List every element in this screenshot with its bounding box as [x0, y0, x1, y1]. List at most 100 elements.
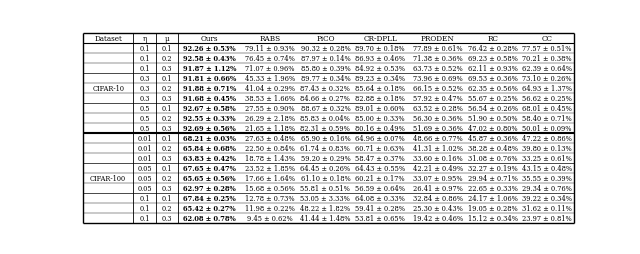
- Text: 45.87 ± 0.36%: 45.87 ± 0.36%: [468, 134, 518, 142]
- Text: 65.84 ± 0.68%: 65.84 ± 0.68%: [183, 144, 236, 152]
- Text: 64.43 ± 0.55%: 64.43 ± 0.55%: [355, 164, 405, 172]
- Text: 0.3: 0.3: [162, 214, 172, 222]
- Text: 51.69 ± 0.36%: 51.69 ± 0.36%: [413, 124, 463, 132]
- Text: 92.58 ± 0.43%: 92.58 ± 0.43%: [183, 55, 236, 63]
- Text: 0.2: 0.2: [162, 144, 172, 152]
- Text: 29.34 ± 0.76%: 29.34 ± 0.76%: [522, 184, 572, 192]
- Text: 89.23 ± 0.34%: 89.23 ± 0.34%: [355, 75, 405, 83]
- Text: 55.81 ± 0.51%: 55.81 ± 0.51%: [300, 184, 350, 192]
- Text: 67.65 ± 0.47%: 67.65 ± 0.47%: [183, 164, 236, 172]
- Text: 56.30 ± 0.36%: 56.30 ± 0.36%: [413, 115, 463, 122]
- Text: 62.97 ± 0.28%: 62.97 ± 0.28%: [183, 184, 236, 192]
- Text: 39.22 ± 0.34%: 39.22 ± 0.34%: [522, 194, 572, 202]
- Text: 51.90 ± 0.50%: 51.90 ± 0.50%: [468, 115, 518, 122]
- Text: 56.54 ± 0.26%: 56.54 ± 0.26%: [468, 105, 518, 113]
- Text: 82.88 ± 0.18%: 82.88 ± 0.18%: [355, 95, 405, 103]
- Text: 31.62 ± 0.11%: 31.62 ± 0.11%: [522, 204, 572, 212]
- Text: 41.04 ± 0.29%: 41.04 ± 0.29%: [244, 85, 295, 93]
- Text: 0.3: 0.3: [140, 85, 150, 93]
- Text: 67.84 ± 0.25%: 67.84 ± 0.25%: [183, 194, 236, 202]
- Text: 82.31 ± 0.59%: 82.31 ± 0.59%: [300, 124, 350, 132]
- Text: 0.1: 0.1: [140, 194, 150, 202]
- Text: 23.97 ± 0.81%: 23.97 ± 0.81%: [522, 214, 572, 222]
- Text: PRODEN: PRODEN: [421, 35, 454, 43]
- Text: 64.93 ± 1.37%: 64.93 ± 1.37%: [522, 85, 572, 93]
- Text: 0.3: 0.3: [162, 154, 172, 162]
- Text: 55.67 ± 0.25%: 55.67 ± 0.25%: [468, 95, 518, 103]
- Text: 0.05: 0.05: [138, 164, 152, 172]
- Text: 29.94 ± 0.71%: 29.94 ± 0.71%: [468, 174, 518, 182]
- Text: 68.21 ± 0.03%: 68.21 ± 0.03%: [183, 134, 236, 142]
- Text: 43.15 ± 0.48%: 43.15 ± 0.48%: [522, 164, 572, 172]
- Text: 0.1: 0.1: [162, 75, 172, 83]
- Text: 39.80 ± 0.13%: 39.80 ± 0.13%: [522, 144, 572, 152]
- Text: 85.83 ± 0.04%: 85.83 ± 0.04%: [300, 115, 350, 122]
- Text: 0.3: 0.3: [162, 65, 172, 73]
- Text: RC: RC: [488, 35, 499, 43]
- Text: 91.81 ± 0.66%: 91.81 ± 0.66%: [182, 75, 236, 83]
- Text: 0.1: 0.1: [140, 45, 150, 53]
- Text: 47.02 ± 0.80%: 47.02 ± 0.80%: [468, 124, 518, 132]
- Text: 50.01 ± 0.09%: 50.01 ± 0.09%: [522, 124, 572, 132]
- Text: 0.01: 0.01: [138, 134, 152, 142]
- Text: 0.2: 0.2: [162, 85, 172, 93]
- Text: 26.29 ± 2.18%: 26.29 ± 2.18%: [244, 115, 295, 122]
- Text: μ: μ: [164, 35, 170, 43]
- Text: 47.22 ± 0.86%: 47.22 ± 0.86%: [522, 134, 572, 142]
- Text: CIFAR-10: CIFAR-10: [92, 85, 124, 93]
- Text: 73.10 ± 0.26%: 73.10 ± 0.26%: [522, 75, 572, 83]
- Text: 73.96 ± 0.69%: 73.96 ± 0.69%: [413, 75, 463, 83]
- Text: 0.2: 0.2: [162, 115, 172, 122]
- Text: 0.01: 0.01: [138, 154, 152, 162]
- Text: 66.15 ± 0.52%: 66.15 ± 0.52%: [413, 85, 463, 93]
- Text: 38.53 ± 1.66%: 38.53 ± 1.66%: [244, 95, 295, 103]
- Text: 57.92 ± 0.47%: 57.92 ± 0.47%: [413, 95, 463, 103]
- Text: 0.1: 0.1: [140, 55, 150, 63]
- Text: 48.22 ± 1.82%: 48.22 ± 1.82%: [300, 204, 351, 212]
- Text: 85.00 ± 0.33%: 85.00 ± 0.33%: [355, 115, 405, 122]
- Text: 56.62 ± 0.25%: 56.62 ± 0.25%: [522, 95, 572, 103]
- Text: 48.66 ± 0.77%: 48.66 ± 0.77%: [413, 134, 463, 142]
- Text: 0.1: 0.1: [162, 194, 172, 202]
- Text: 69.53 ± 0.36%: 69.53 ± 0.36%: [468, 75, 518, 83]
- Text: CIFAR-100: CIFAR-100: [90, 174, 126, 182]
- Text: 62.08 ± 0.78%: 62.08 ± 0.78%: [183, 214, 236, 222]
- Text: 79.11 ± 0.93%: 79.11 ± 0.93%: [245, 45, 294, 53]
- Text: 89.70 ± 0.18%: 89.70 ± 0.18%: [355, 45, 405, 53]
- Text: 32.84 ± 0.86%: 32.84 ± 0.86%: [413, 194, 463, 202]
- Text: 92.26 ± 0.53%: 92.26 ± 0.53%: [183, 45, 236, 53]
- Text: 87.43 ± 0.32%: 87.43 ± 0.32%: [300, 85, 350, 93]
- Text: PiCO: PiCO: [316, 35, 335, 43]
- Text: 84.92 ± 0.53%: 84.92 ± 0.53%: [355, 65, 405, 73]
- Text: 58.47 ± 0.37%: 58.47 ± 0.37%: [355, 154, 405, 162]
- Text: 92.55 ± 0.33%: 92.55 ± 0.33%: [183, 115, 236, 122]
- Text: 89.77 ± 0.34%: 89.77 ± 0.34%: [301, 75, 350, 83]
- Text: 56.59 ± 0.64%: 56.59 ± 0.64%: [355, 184, 405, 192]
- Text: 11.98 ± 0.22%: 11.98 ± 0.22%: [245, 204, 295, 212]
- Text: 0.3: 0.3: [140, 75, 150, 83]
- Text: 84.66 ± 0.27%: 84.66 ± 0.27%: [300, 95, 350, 103]
- Text: 76.42 ± 0.28%: 76.42 ± 0.28%: [468, 45, 518, 53]
- Text: 0.2: 0.2: [162, 174, 172, 182]
- Text: 17.66 ± 1.64%: 17.66 ± 1.64%: [244, 174, 295, 182]
- Text: 92.67 ± 0.58%: 92.67 ± 0.58%: [183, 105, 236, 113]
- Text: 0.1: 0.1: [140, 214, 150, 222]
- Text: 33.07 ± 0.95%: 33.07 ± 0.95%: [413, 174, 463, 182]
- Text: 0.2: 0.2: [162, 204, 172, 212]
- Text: 0.5: 0.5: [140, 115, 150, 122]
- Text: 92.69 ± 0.56%: 92.69 ± 0.56%: [183, 124, 236, 132]
- Text: 63.52 ± 0.28%: 63.52 ± 0.28%: [413, 105, 463, 113]
- Text: 62.39 ± 0.64%: 62.39 ± 0.64%: [522, 65, 572, 73]
- Text: 33.60 ± 0.16%: 33.60 ± 0.16%: [413, 154, 463, 162]
- Text: 24.17 ± 1.06%: 24.17 ± 1.06%: [468, 194, 518, 202]
- Text: 53.81 ± 0.65%: 53.81 ± 0.65%: [355, 214, 405, 222]
- Text: 61.10 ± 0.18%: 61.10 ± 0.18%: [301, 174, 350, 182]
- Text: 70.21 ± 0.38%: 70.21 ± 0.38%: [522, 55, 572, 63]
- Text: 0.5: 0.5: [140, 124, 150, 132]
- Text: 58.40 ± 0.71%: 58.40 ± 0.71%: [522, 115, 572, 122]
- Text: 86.93 ± 0.46%: 86.93 ± 0.46%: [355, 55, 405, 63]
- Text: 65.90 ± 0.16%: 65.90 ± 0.16%: [301, 134, 350, 142]
- Text: 91.87 ± 1.12%: 91.87 ± 1.12%: [182, 65, 236, 73]
- Text: 64.45 ± 0.26%: 64.45 ± 0.26%: [300, 164, 351, 172]
- Text: 0.05: 0.05: [138, 184, 152, 192]
